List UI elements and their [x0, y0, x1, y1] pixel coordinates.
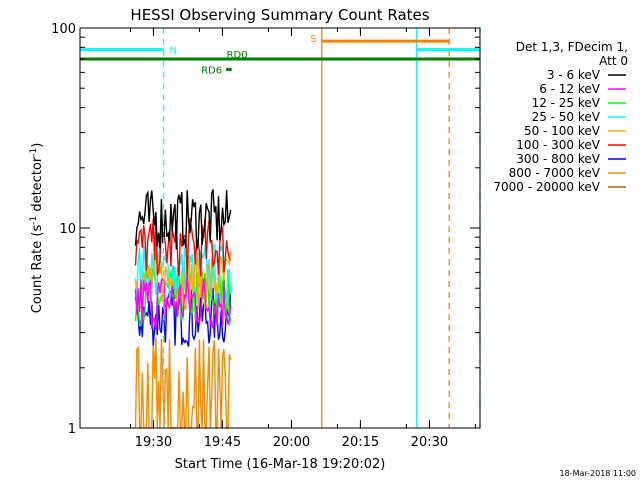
y-label-part-1: Count Rate (s	[30, 225, 45, 314]
status-bar-label-1: RD0	[227, 50, 248, 61]
status-bars-layer: N RD0 RD6 S	[80, 28, 481, 428]
series-line-0	[134, 189, 232, 250]
status-bar-label-0: N	[170, 46, 177, 57]
x-tick-label-0: 19:30	[135, 435, 172, 450]
legend-label-6: 300 - 800 keV	[516, 152, 600, 166]
y-tick-label-1: 10	[59, 222, 76, 237]
series-line-7	[134, 337, 232, 429]
data-layer	[134, 189, 232, 429]
y-tick-label-0: 1	[68, 422, 76, 437]
ticks-layer: 19:30 19:45 20:00 20:15 20:30 1 10 100	[51, 22, 480, 450]
legend-label-2: 12 - 25 keV	[532, 96, 601, 110]
y-label-part-2: detector	[30, 156, 45, 216]
y-label-sup-1: -1	[29, 216, 39, 225]
y-tick-label-2: 100	[51, 22, 76, 37]
legend-label-5: 100 - 300 keV	[516, 138, 600, 152]
legend-label-1: 6 - 12 keV	[539, 82, 601, 96]
footer-timestamp: 18-Mar-2018 11:00	[560, 469, 637, 478]
legend-label-8: 7000 - 20000 keV	[493, 180, 600, 194]
legend-label-3: 25 - 50 keV	[532, 110, 601, 124]
series-line-4	[134, 249, 232, 311]
status-bar-label-2: RD6	[201, 66, 222, 77]
x-axis-label: Start Time (16-Mar-18 19:20:02)	[175, 457, 386, 472]
legend-label-7: 800 - 7000 keV	[509, 166, 601, 180]
x-tick-label-4: 20:30	[411, 435, 448, 450]
legend-label-0: 3 - 6 keV	[547, 68, 601, 82]
legend-label-4: 50 - 100 keV	[524, 124, 601, 138]
x-tick-label-2: 20:00	[273, 435, 310, 450]
legend-header-line-2: Att 0	[599, 54, 628, 68]
x-tick-label-1: 19:45	[204, 435, 241, 450]
status-bar-label-3: S	[310, 34, 316, 45]
y-axis-label: Count Rate (s-1 detector-1)	[29, 143, 45, 314]
series-line-1	[134, 274, 232, 331]
y-label-sup-2: -1	[29, 148, 39, 157]
legend-header-line-1: Det 1,3, FDecim 1,	[516, 40, 628, 54]
y-label-part-3: )	[30, 143, 45, 148]
x-tick-label-3: 20:15	[342, 435, 379, 450]
plot-frame	[79, 27, 481, 429]
chart-title: HESSI Observing Summary Count Rates	[130, 6, 429, 24]
